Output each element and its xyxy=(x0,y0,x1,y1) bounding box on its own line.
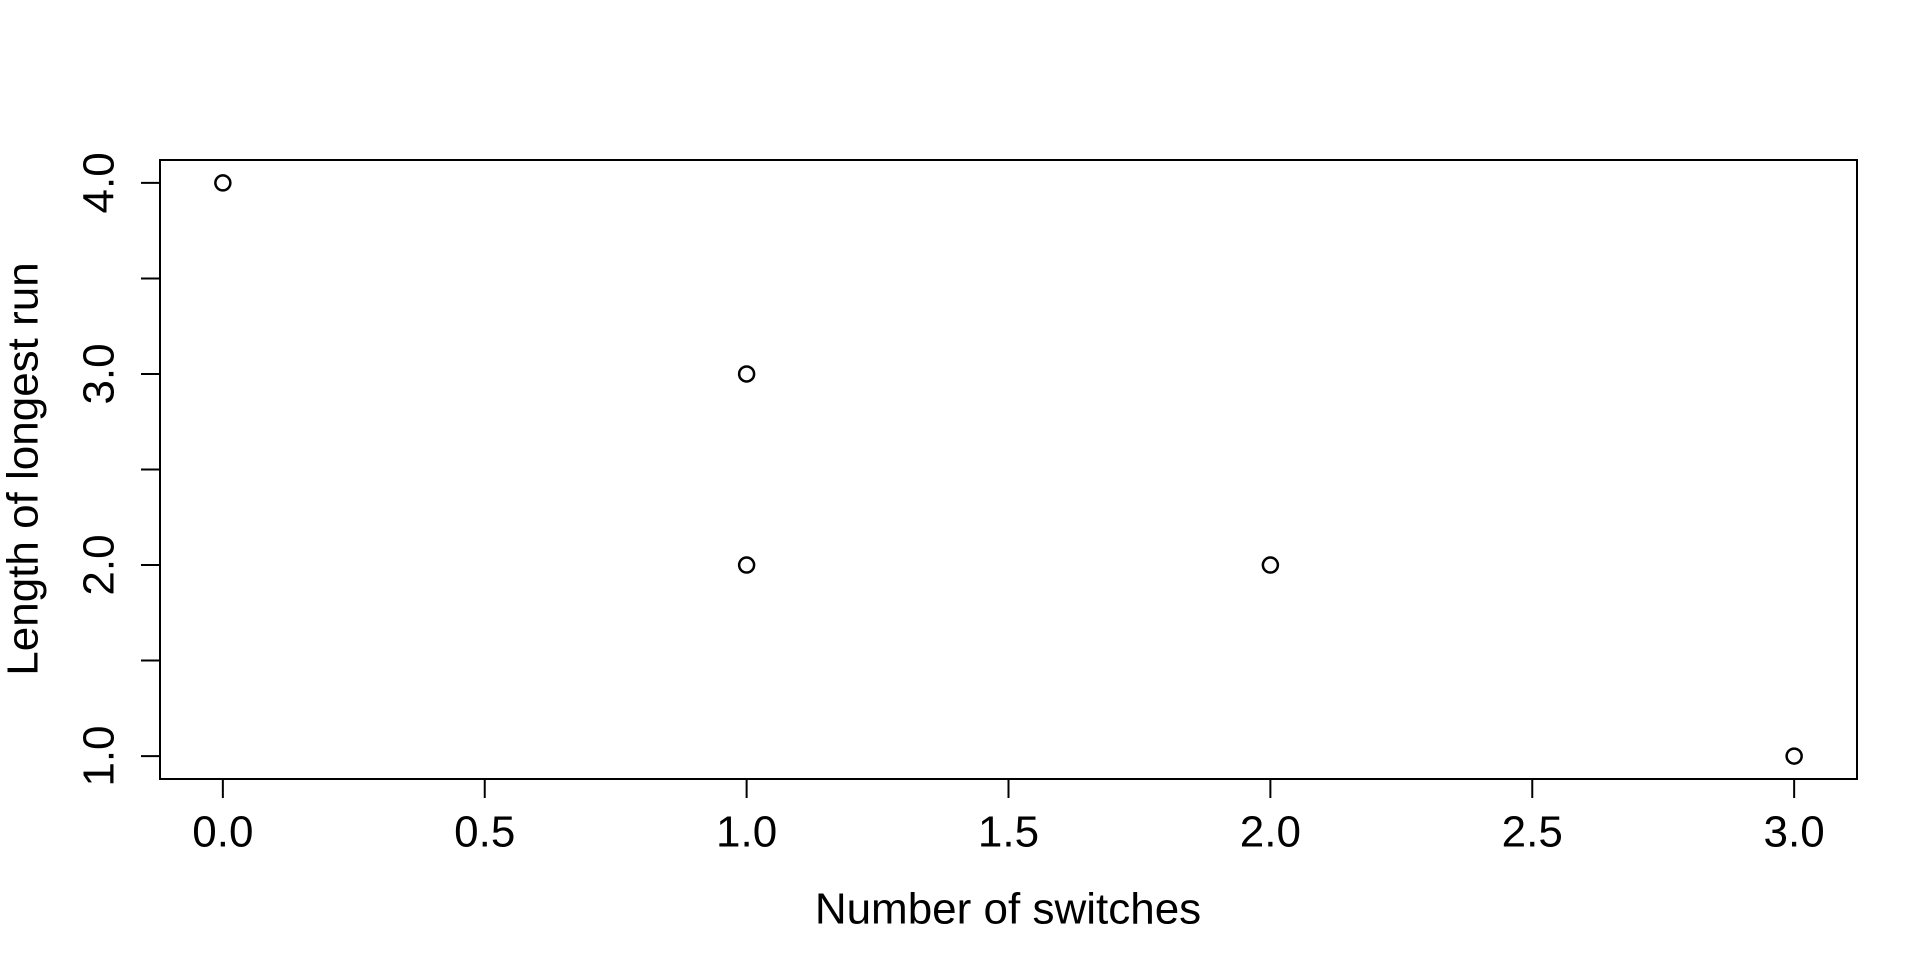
x-tick-label: 0.0 xyxy=(192,808,253,857)
y-tick-label: 3.0 xyxy=(75,343,124,404)
x-tick-label: 1.0 xyxy=(716,808,777,857)
y-tick-label: 4.0 xyxy=(75,152,124,213)
y-tick-label: 2.0 xyxy=(75,534,124,595)
point xyxy=(737,556,756,574)
point xyxy=(214,174,232,192)
plot-box xyxy=(159,159,1858,780)
point xyxy=(1785,747,1803,765)
y-axis-label: Length of longest run xyxy=(0,262,48,675)
x-axis-label: Number of switches xyxy=(815,885,1201,934)
x-tick-label: 0.5 xyxy=(454,808,515,857)
x-tick-label: 2.5 xyxy=(1502,808,1563,857)
x-tick-label: 2.0 xyxy=(1240,808,1301,857)
x-tick-label: 1.5 xyxy=(978,808,1039,857)
point xyxy=(737,365,756,383)
y-tick-label: 1.0 xyxy=(75,725,124,786)
point xyxy=(1261,556,1280,574)
x-tick-label: 3.0 xyxy=(1764,808,1825,857)
